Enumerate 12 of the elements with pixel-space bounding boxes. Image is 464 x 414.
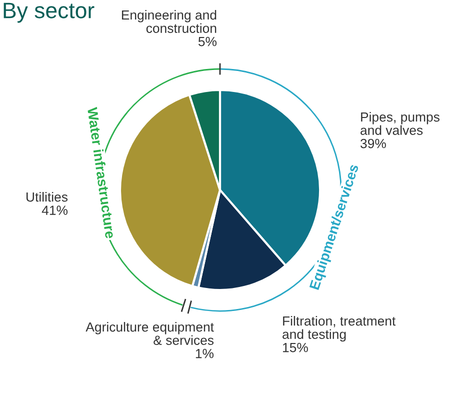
data-label: 5% <box>198 36 217 46</box>
slice-label: Agriculture equipment & services <box>86 322 214 345</box>
slice-label: Engineering and construction <box>122 10 216 33</box>
data-label: 1% <box>196 348 214 358</box>
data-label: 15% <box>283 342 308 352</box>
slice-label: Filtration, treatment and testing <box>282 316 396 342</box>
slice-label: Pipes, pumps and valves <box>360 112 440 135</box>
text: Water infrastructure <box>87 106 116 239</box>
data-label: 41% <box>42 206 68 215</box>
slice-label: Utilities <box>26 192 68 202</box>
chart-title: By sector <box>4 2 94 23</box>
data-label: 39% <box>360 138 386 148</box>
